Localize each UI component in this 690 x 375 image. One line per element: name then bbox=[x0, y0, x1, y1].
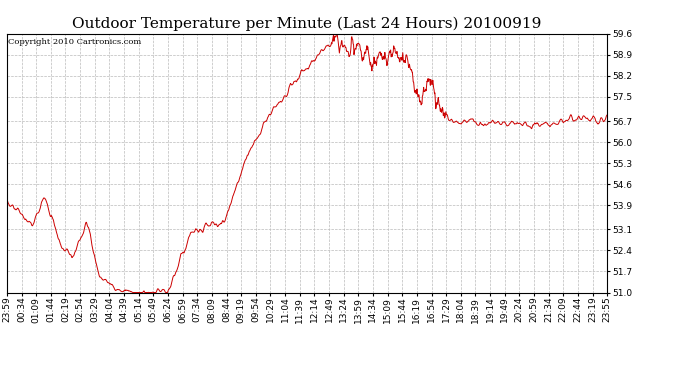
Text: Copyright 2010 Cartronics.com: Copyright 2010 Cartronics.com bbox=[8, 38, 141, 46]
Title: Outdoor Temperature per Minute (Last 24 Hours) 20100919: Outdoor Temperature per Minute (Last 24 … bbox=[72, 17, 542, 31]
